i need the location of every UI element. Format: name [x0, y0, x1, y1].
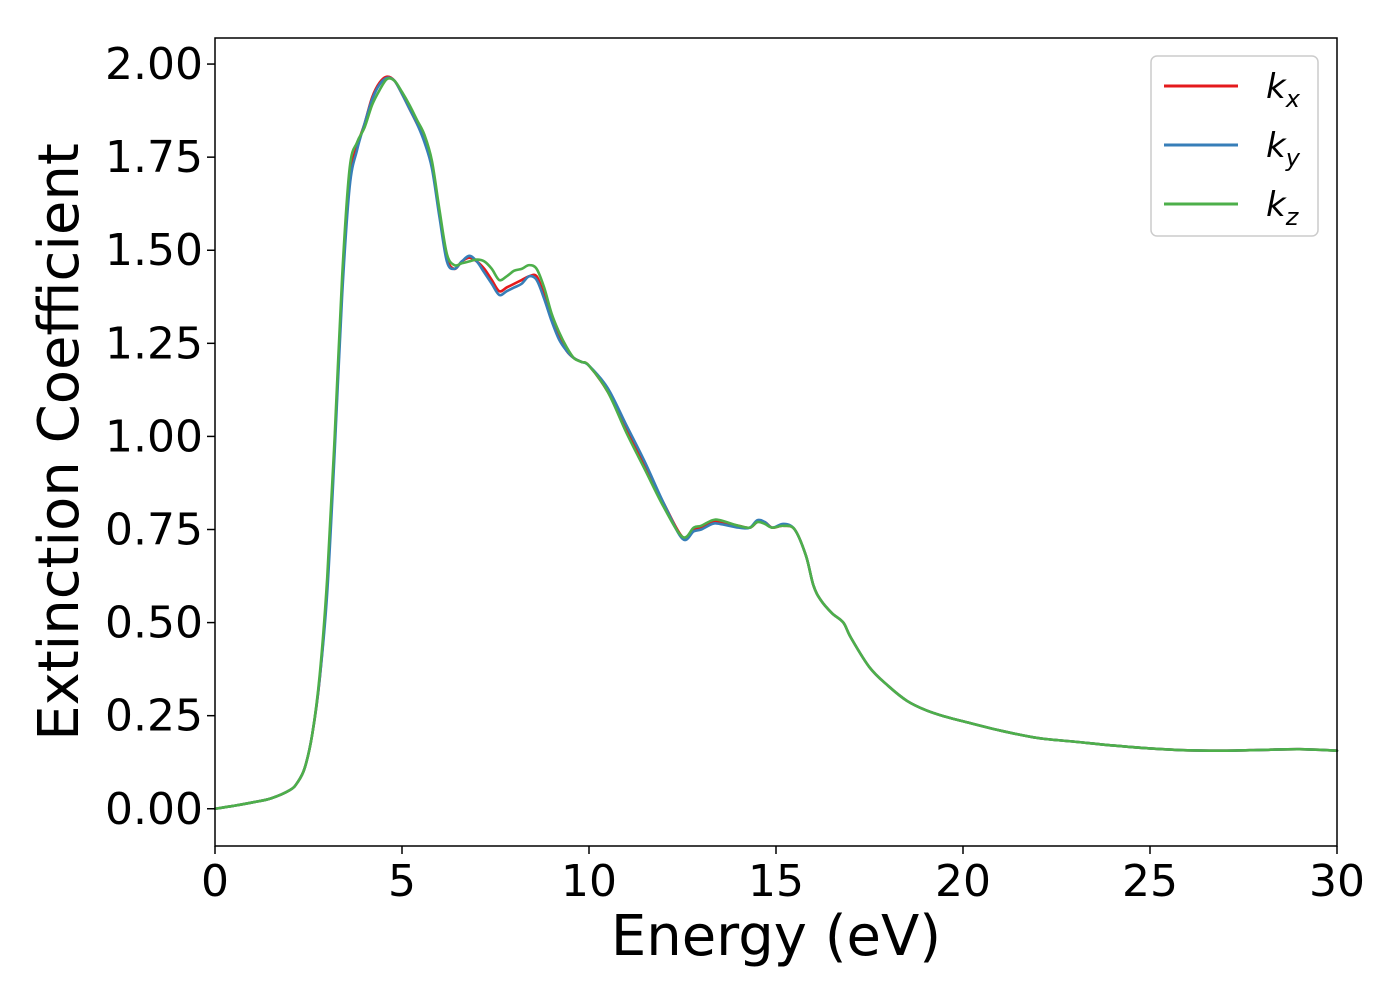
legend: kx ky kz	[1150, 55, 1319, 237]
y-tick-label: 0.50	[105, 598, 203, 649]
y-axis-title: Extinction Coefficient	[27, 143, 92, 741]
y-tick-label: 0.25	[105, 691, 203, 742]
y-tick-label: 1.50	[105, 225, 203, 276]
x-tick-label: 10	[561, 856, 617, 907]
y-tick-label: 1.25	[105, 318, 203, 369]
series-line-kz	[213, 76, 1339, 811]
y-tick-label: 0.75	[105, 505, 203, 556]
x-tick-label: 30	[1309, 856, 1365, 907]
y-tick-label: 1.75	[105, 132, 203, 183]
x-tick-label: 20	[935, 856, 991, 907]
x-tick-label: 15	[748, 856, 804, 907]
y-tick-label: 2.00	[105, 39, 203, 90]
y-axis-ticks: 0.00 0.25 0.50 0.75 1.00 1.25 1.50 1.75 2.00	[105, 39, 215, 835]
y-tick-label: 0.00	[105, 784, 203, 835]
x-tick-label: 5	[388, 856, 416, 907]
x-tick-label: 0	[201, 856, 229, 907]
series-layer	[213, 75, 1339, 811]
x-axis-title: Energy (eV)	[611, 904, 941, 969]
plot-background	[215, 38, 1337, 846]
legend-label-kz: kz	[1266, 185, 1300, 231]
x-axis-ticks: 0 5 10 15 20 25 30	[201, 846, 1365, 907]
legend-label-ky: ky	[1266, 126, 1301, 172]
legend-label-kx: kx	[1266, 67, 1301, 113]
y-tick-label: 1.00	[105, 411, 203, 462]
x-tick-label: 25	[1122, 856, 1178, 907]
